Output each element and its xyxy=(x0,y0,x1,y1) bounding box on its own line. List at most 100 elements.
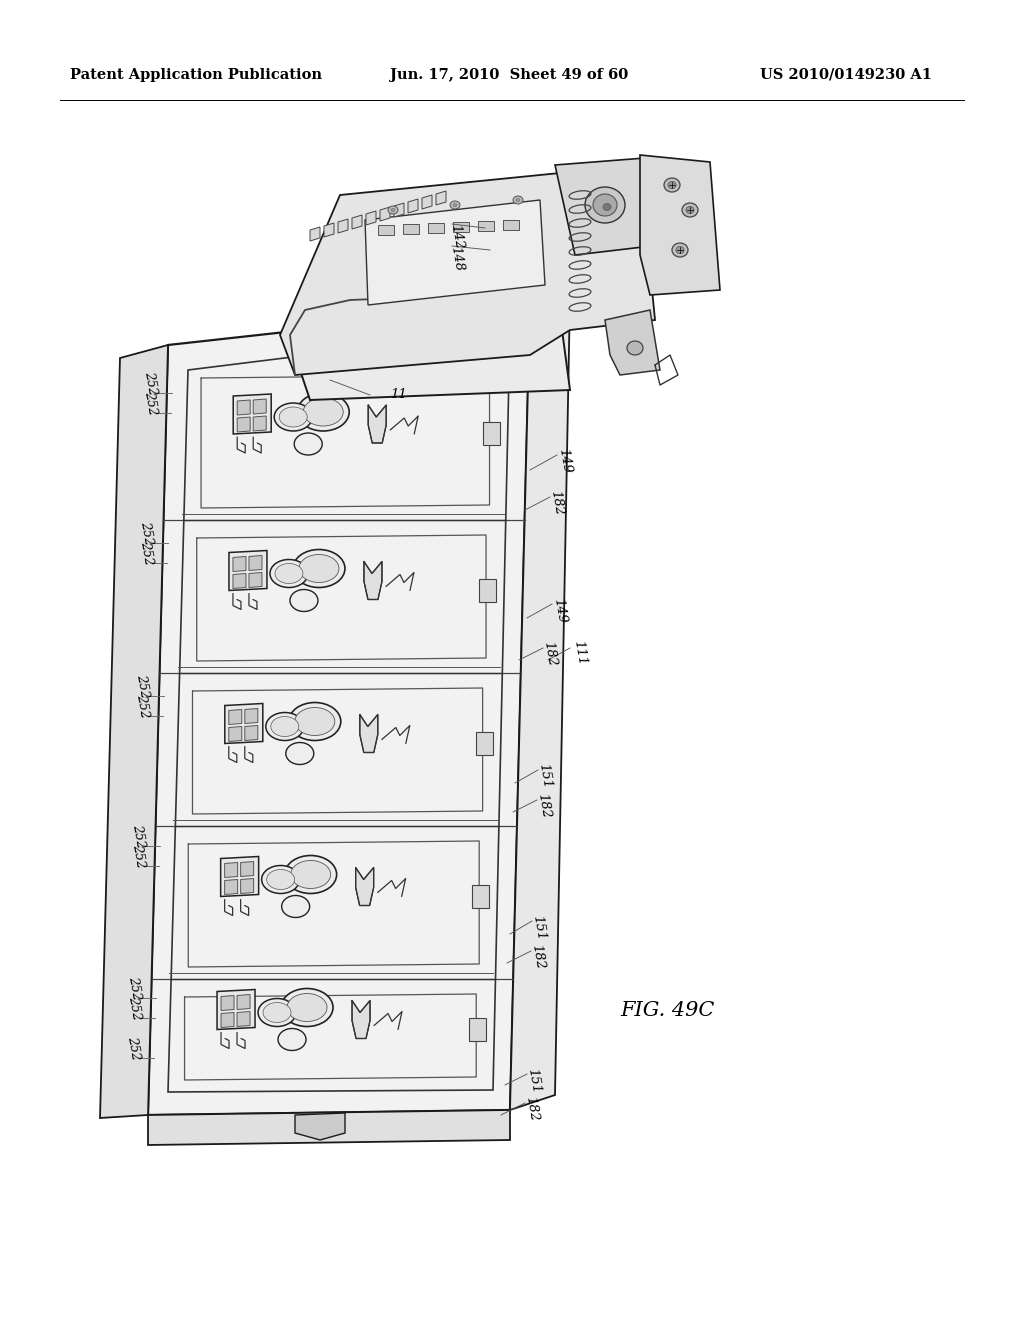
Polygon shape xyxy=(253,416,266,432)
Text: 252: 252 xyxy=(125,1035,142,1061)
Ellipse shape xyxy=(293,549,345,587)
Polygon shape xyxy=(352,1001,370,1039)
Text: 182: 182 xyxy=(523,1094,541,1122)
Ellipse shape xyxy=(627,341,643,355)
Bar xyxy=(453,222,469,232)
Polygon shape xyxy=(221,995,234,1011)
Ellipse shape xyxy=(682,203,698,216)
Polygon shape xyxy=(324,223,334,238)
Ellipse shape xyxy=(593,194,617,216)
Ellipse shape xyxy=(291,861,331,888)
Ellipse shape xyxy=(281,989,333,1027)
Polygon shape xyxy=(238,417,250,432)
Polygon shape xyxy=(245,709,258,723)
Polygon shape xyxy=(422,195,432,209)
Polygon shape xyxy=(355,867,374,906)
Text: 142: 142 xyxy=(449,223,466,249)
Text: 252: 252 xyxy=(126,975,143,1001)
Polygon shape xyxy=(237,1011,250,1027)
Polygon shape xyxy=(366,211,376,224)
Ellipse shape xyxy=(274,403,312,432)
Polygon shape xyxy=(365,201,545,305)
Ellipse shape xyxy=(453,203,457,206)
Polygon shape xyxy=(469,1018,486,1040)
Ellipse shape xyxy=(450,201,460,209)
Polygon shape xyxy=(229,550,267,590)
Text: 151: 151 xyxy=(525,1067,543,1094)
Text: 111: 111 xyxy=(571,639,589,665)
Ellipse shape xyxy=(270,560,308,587)
Text: 182: 182 xyxy=(542,640,559,667)
Bar xyxy=(503,220,519,230)
Polygon shape xyxy=(221,1012,234,1027)
Polygon shape xyxy=(232,573,246,589)
Polygon shape xyxy=(148,1110,510,1144)
Ellipse shape xyxy=(513,195,523,205)
Polygon shape xyxy=(364,561,382,599)
Text: 252: 252 xyxy=(134,673,152,700)
Ellipse shape xyxy=(280,407,307,426)
Text: 252: 252 xyxy=(137,540,155,566)
Text: 182: 182 xyxy=(536,792,553,818)
Text: 252: 252 xyxy=(142,370,159,396)
Polygon shape xyxy=(245,726,258,741)
Polygon shape xyxy=(369,405,386,444)
Ellipse shape xyxy=(299,554,339,582)
Ellipse shape xyxy=(664,178,680,191)
Polygon shape xyxy=(338,219,348,234)
Text: Jun. 17, 2010  Sheet 49 of 60: Jun. 17, 2010 Sheet 49 of 60 xyxy=(390,69,629,82)
Ellipse shape xyxy=(303,399,343,426)
Ellipse shape xyxy=(603,203,611,210)
Polygon shape xyxy=(253,399,266,414)
Ellipse shape xyxy=(676,247,684,253)
Ellipse shape xyxy=(295,708,335,735)
Polygon shape xyxy=(237,994,250,1010)
Bar xyxy=(428,223,444,234)
Polygon shape xyxy=(249,556,262,570)
Bar xyxy=(478,220,494,231)
Polygon shape xyxy=(640,154,720,294)
Ellipse shape xyxy=(282,895,309,917)
Text: 182: 182 xyxy=(529,942,547,970)
Ellipse shape xyxy=(585,187,625,223)
Ellipse shape xyxy=(287,994,327,1022)
Ellipse shape xyxy=(391,209,395,211)
Text: US 2010/0149230 A1: US 2010/0149230 A1 xyxy=(760,69,932,82)
Text: 149: 149 xyxy=(557,447,573,474)
Polygon shape xyxy=(100,345,168,1118)
Polygon shape xyxy=(408,199,418,213)
Polygon shape xyxy=(479,578,496,602)
Text: 252: 252 xyxy=(130,843,146,869)
Ellipse shape xyxy=(297,393,349,432)
Polygon shape xyxy=(228,710,242,725)
Bar xyxy=(403,224,419,234)
Ellipse shape xyxy=(516,198,520,202)
Ellipse shape xyxy=(289,702,341,741)
Ellipse shape xyxy=(294,433,323,455)
Polygon shape xyxy=(380,207,390,220)
Polygon shape xyxy=(510,294,570,1110)
Ellipse shape xyxy=(263,1002,291,1023)
Polygon shape xyxy=(310,227,319,242)
Text: FIG. 49C: FIG. 49C xyxy=(620,1001,715,1019)
Polygon shape xyxy=(233,393,271,434)
Ellipse shape xyxy=(668,181,676,189)
Text: Patent Application Publication: Patent Application Publication xyxy=(70,69,322,82)
Polygon shape xyxy=(249,573,262,587)
Polygon shape xyxy=(359,714,378,752)
Ellipse shape xyxy=(266,713,304,741)
Ellipse shape xyxy=(275,564,303,583)
Text: 252: 252 xyxy=(130,824,147,849)
Text: 151: 151 xyxy=(537,762,554,789)
Polygon shape xyxy=(148,305,530,1115)
Bar xyxy=(378,224,394,235)
Ellipse shape xyxy=(672,243,688,257)
Polygon shape xyxy=(220,857,259,896)
Polygon shape xyxy=(482,422,500,445)
Polygon shape xyxy=(436,191,446,205)
Polygon shape xyxy=(232,557,246,572)
Ellipse shape xyxy=(686,206,694,214)
Polygon shape xyxy=(280,165,655,375)
Ellipse shape xyxy=(258,998,296,1027)
Ellipse shape xyxy=(388,206,398,214)
